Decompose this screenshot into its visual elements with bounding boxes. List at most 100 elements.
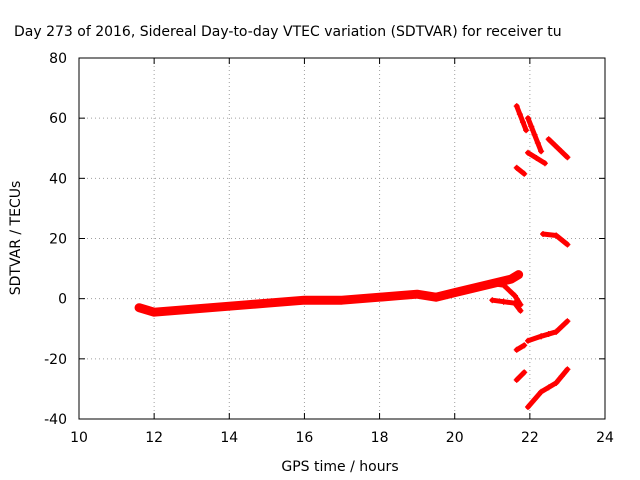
data-point (564, 241, 571, 248)
data-point (528, 123, 535, 130)
data-point (226, 303, 233, 310)
data-point (136, 304, 143, 311)
data-point (320, 297, 327, 304)
data-point (273, 299, 280, 306)
data-point (235, 302, 242, 309)
grid-lines (79, 58, 605, 419)
y-tick-label: 40 (49, 171, 67, 187)
data-point (179, 306, 186, 313)
data-point (521, 170, 528, 177)
series-line (514, 103, 529, 133)
data-point (553, 379, 560, 386)
y-tick-label: -20 (44, 352, 67, 368)
data-point (524, 149, 531, 156)
y-tick-label: 80 (49, 51, 67, 67)
data-point (339, 297, 345, 304)
main-band-series (134, 270, 524, 317)
data-point (519, 119, 526, 126)
data-point (517, 301, 524, 308)
x-tick-label: 24 (596, 430, 614, 446)
data-point (513, 164, 520, 171)
data-point (511, 292, 518, 299)
x-tick-label: 22 (521, 430, 539, 446)
data-series (134, 103, 571, 410)
arc-segment-series (545, 136, 571, 161)
series-line (514, 369, 527, 383)
data-point (329, 297, 336, 304)
data-point (508, 276, 515, 283)
y-tick-label: 20 (49, 232, 67, 248)
data-point (506, 287, 513, 294)
data-point (524, 403, 531, 410)
data-point (545, 384, 552, 391)
data-point (301, 297, 308, 304)
data-point (489, 280, 496, 287)
data-point (282, 298, 289, 305)
arc-segment-series (513, 369, 528, 383)
data-point (143, 306, 150, 313)
data-point (521, 369, 528, 376)
data-point (534, 139, 541, 146)
data-point (263, 300, 270, 307)
data-point (216, 303, 223, 310)
series-line (489, 297, 523, 314)
arc-segment-series (524, 115, 545, 155)
series-line (514, 165, 527, 177)
series-line (546, 136, 570, 160)
x-tick-label: 20 (446, 430, 464, 446)
data-point (524, 337, 531, 344)
y-tick-label: -40 (44, 412, 67, 428)
data-point (292, 297, 299, 304)
data-point (489, 297, 496, 304)
data-point (516, 111, 523, 118)
plot-frame (78, 57, 606, 420)
data-point (553, 328, 560, 335)
x-tick-label: 10 (70, 430, 88, 446)
data-point (540, 230, 547, 237)
y-axis-label: SDTVAR / TECUs (8, 181, 24, 296)
data-point (500, 282, 507, 289)
data-point (551, 142, 558, 149)
data-point (367, 294, 374, 301)
data-point (207, 304, 214, 311)
y-tick-label: 0 (58, 292, 67, 308)
data-point (564, 154, 571, 161)
data-point (538, 388, 545, 395)
data-point (564, 318, 571, 325)
data-point (376, 294, 383, 301)
arc-segment-series (540, 230, 571, 248)
y-tick-label: 60 (49, 111, 67, 127)
arc-segment-series (524, 318, 571, 344)
data-point (545, 136, 552, 143)
axis-ticks: 10 12 14 16 18 20 22 24 -40 -20 0 20 40 60 80 (44, 51, 614, 446)
x-axis-label: GPS time / hours (281, 459, 398, 475)
data-point (470, 285, 477, 292)
data-point (395, 292, 402, 299)
data-point (545, 331, 552, 338)
data-point (404, 291, 411, 298)
x-tick-label: 18 (371, 430, 389, 446)
data-point (500, 298, 507, 305)
data-point (151, 309, 158, 316)
data-point (245, 301, 252, 308)
data-point (558, 323, 565, 330)
data-point (385, 293, 392, 300)
data-point (348, 296, 355, 303)
data-point (169, 307, 176, 314)
data-point (515, 271, 522, 278)
arc-segment-series (524, 149, 548, 167)
data-point (432, 294, 439, 301)
series-line (514, 342, 527, 353)
data-point (479, 282, 486, 289)
data-point (524, 115, 531, 122)
data-point (254, 300, 261, 307)
x-tick-label: 16 (296, 430, 314, 446)
data-point (558, 148, 565, 155)
data-point (564, 366, 571, 373)
arc-segment-series (489, 280, 524, 308)
data-point (513, 376, 520, 383)
arc-segment-series (513, 342, 528, 353)
data-point (517, 307, 524, 314)
x-tick-label: 14 (220, 430, 238, 446)
